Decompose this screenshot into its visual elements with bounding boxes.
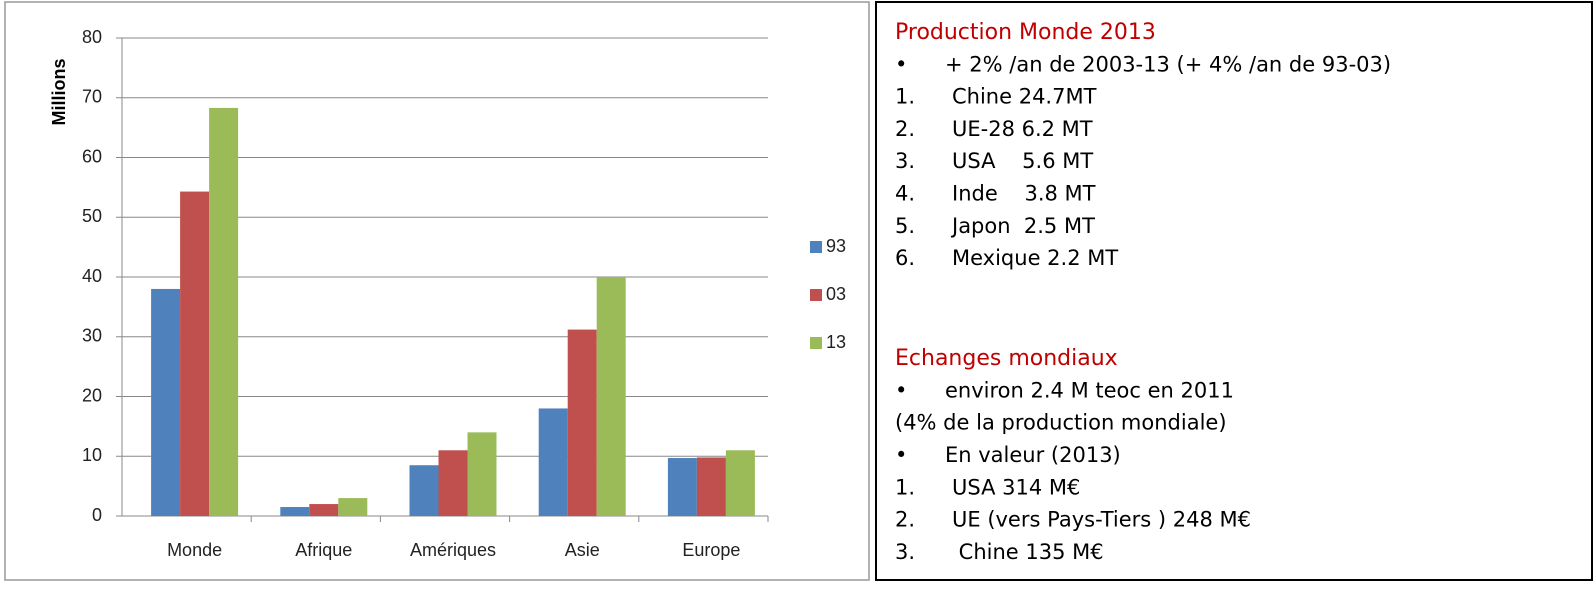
bar	[309, 504, 339, 516]
list-marker: •	[895, 443, 907, 467]
y-tick-label: 30	[82, 326, 102, 346]
list-marker: 6.	[895, 246, 915, 270]
bar	[667, 458, 697, 516]
bar	[467, 432, 497, 516]
bar	[338, 498, 368, 516]
x-tick-label: Afrique	[295, 540, 352, 560]
list-marker: 3.	[895, 540, 915, 564]
legend-label: 13	[826, 332, 846, 352]
bar	[409, 465, 439, 516]
bar	[180, 191, 210, 516]
legend-swatch	[810, 241, 822, 253]
list-marker: 3.	[895, 149, 915, 173]
list-text: En valeur (2013)	[945, 443, 1121, 467]
list-text: Inde 3.8 MT	[952, 182, 1096, 206]
list-text: UE-28 6.2 MT	[952, 117, 1093, 141]
y-tick-label: 20	[82, 385, 102, 405]
section-title: Production Monde 2013	[895, 20, 1156, 45]
list-text: Japon 2.5 MT	[950, 214, 1095, 238]
x-tick-label: Asie	[565, 540, 600, 560]
bar	[538, 408, 568, 516]
list-text: + 2% /an de 2003-13 (+ 4% /an de 93-03)	[945, 52, 1391, 76]
bar	[151, 288, 181, 516]
y-tick-label: 40	[82, 266, 102, 286]
y-tick-label: 80	[82, 27, 102, 47]
legend-label: 03	[826, 284, 846, 304]
text-frame	[875, 1, 1593, 581]
legend-swatch	[810, 337, 822, 349]
y-axis-label: Millions	[49, 59, 69, 126]
legend-label: 93	[826, 236, 846, 256]
y-tick-label: 50	[82, 206, 102, 226]
bar	[696, 457, 726, 516]
x-tick-label: Monde	[167, 540, 222, 560]
bar	[209, 107, 239, 516]
list-text: environ 2.4 M teoc en 2011	[945, 378, 1234, 402]
bar	[596, 277, 626, 516]
y-tick-label: 60	[82, 146, 102, 166]
list-marker: 2.	[895, 508, 915, 532]
list-marker: 1.	[895, 85, 915, 109]
y-tick-label: 70	[82, 87, 102, 107]
bar	[567, 329, 597, 516]
bar	[438, 450, 468, 516]
list-marker: 1.	[895, 475, 915, 499]
list-text: (4% de la production mondiale)	[895, 411, 1227, 435]
list-marker: 5.	[895, 214, 915, 238]
y-tick-label: 0	[92, 505, 102, 525]
list-text: Chine 135 M€	[952, 540, 1104, 564]
list-text: Chine 24.7MT	[952, 85, 1097, 109]
x-tick-label: Amériques	[410, 540, 496, 560]
list-marker: 4.	[895, 182, 915, 206]
list-text: USA 5.6 MT	[952, 149, 1093, 173]
list-text: UE (vers Pays-Tiers ) 248 M€	[952, 508, 1251, 532]
bar	[725, 450, 755, 516]
y-tick-label: 10	[82, 445, 102, 465]
section-title: Echanges mondiaux	[895, 346, 1118, 371]
list-marker: •	[895, 52, 907, 76]
x-tick-label: Europe	[682, 540, 740, 560]
list-marker: 2.	[895, 117, 915, 141]
list-marker: •	[895, 378, 907, 402]
list-text: USA 314 M€	[952, 475, 1080, 499]
bar	[280, 507, 310, 516]
legend-swatch	[810, 289, 822, 301]
list-text: Mexique 2.2 MT	[952, 246, 1118, 270]
